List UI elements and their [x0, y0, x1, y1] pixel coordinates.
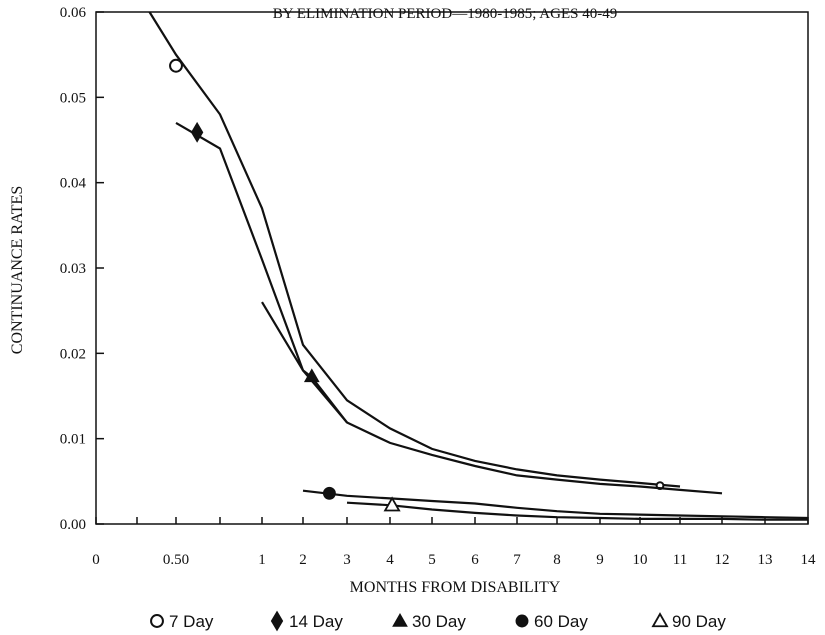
y-tick-label: 0.05	[60, 90, 86, 106]
legend: 7 Day 14 Day 30 Day 60 Day 90 Day	[150, 610, 726, 632]
series-marker-90-day	[383, 496, 401, 512]
legend-label: 30 Day	[412, 612, 466, 631]
x-tick-label: 7	[513, 552, 521, 568]
series-marker-60-day	[322, 486, 336, 500]
series-line-60-day	[302, 489, 809, 520]
legend-marker	[270, 610, 284, 632]
series-marker-30-day	[303, 368, 320, 383]
plot-area	[95, 11, 809, 525]
y-tick-label: 0.06	[60, 5, 87, 21]
x-tick-label: 10	[633, 552, 648, 568]
legend-label: 14 Day	[289, 612, 343, 631]
series-line-90-day	[346, 501, 808, 521]
x-tick-label: 6	[471, 552, 479, 568]
legend-marker	[392, 612, 408, 627]
x-tick-label: 8	[553, 552, 561, 568]
series-marker-14-day	[190, 121, 204, 143]
x-axis: 0 0.50 1 2 3 4 5 6 7 8 9 10 11 12 13 14	[92, 517, 816, 568]
x-tick-label: 0	[92, 552, 100, 568]
y-tick-label: 0.01	[60, 432, 86, 448]
x-tick-label: 0.50	[163, 552, 189, 568]
y-tick-label: 0.03	[60, 261, 86, 277]
x-tick-label: 5	[428, 552, 436, 568]
legend-label: 60 Day	[534, 612, 588, 631]
x-tick-label: 1	[258, 552, 266, 568]
y-tick-label: 0.02	[60, 346, 86, 362]
y-axis: 0.00 0.01 0.02 0.03 0.04 0.05 0.06	[60, 5, 104, 533]
x-tick-label: 11	[673, 552, 687, 568]
x-tick-label: 9	[596, 552, 604, 568]
plot-frame	[95, 11, 809, 525]
legend-label: 7 Day	[169, 612, 214, 631]
legend-marker	[515, 614, 529, 628]
x-tick-label: 2	[299, 552, 307, 568]
y-tick-label: 0.00	[60, 517, 86, 533]
y-axis-title: CONTINUANCE RATES	[9, 186, 26, 354]
series-line-14-day	[175, 121, 723, 495]
series-marker-7-day	[169, 58, 183, 73]
x-tick-label: 12	[715, 552, 730, 568]
legend-marker	[150, 614, 164, 628]
series-line-7-day	[148, 11, 681, 488]
x-tick-label: 13	[758, 552, 773, 568]
chart-title: BY ELIMINATION PERIOD—1980-1985; AGES 40…	[273, 6, 617, 22]
legend-marker	[651, 612, 669, 628]
x-tick-label: 3	[343, 552, 351, 568]
y-tick-label: 0.04	[60, 176, 87, 192]
legend-label: 90 Day	[672, 612, 726, 631]
x-tick-label: 4	[386, 552, 394, 568]
series-line-30-day	[261, 301, 348, 424]
x-axis-title: MONTHS FROM DISABILITY	[350, 579, 561, 596]
x-tick-label: 14	[801, 552, 817, 568]
